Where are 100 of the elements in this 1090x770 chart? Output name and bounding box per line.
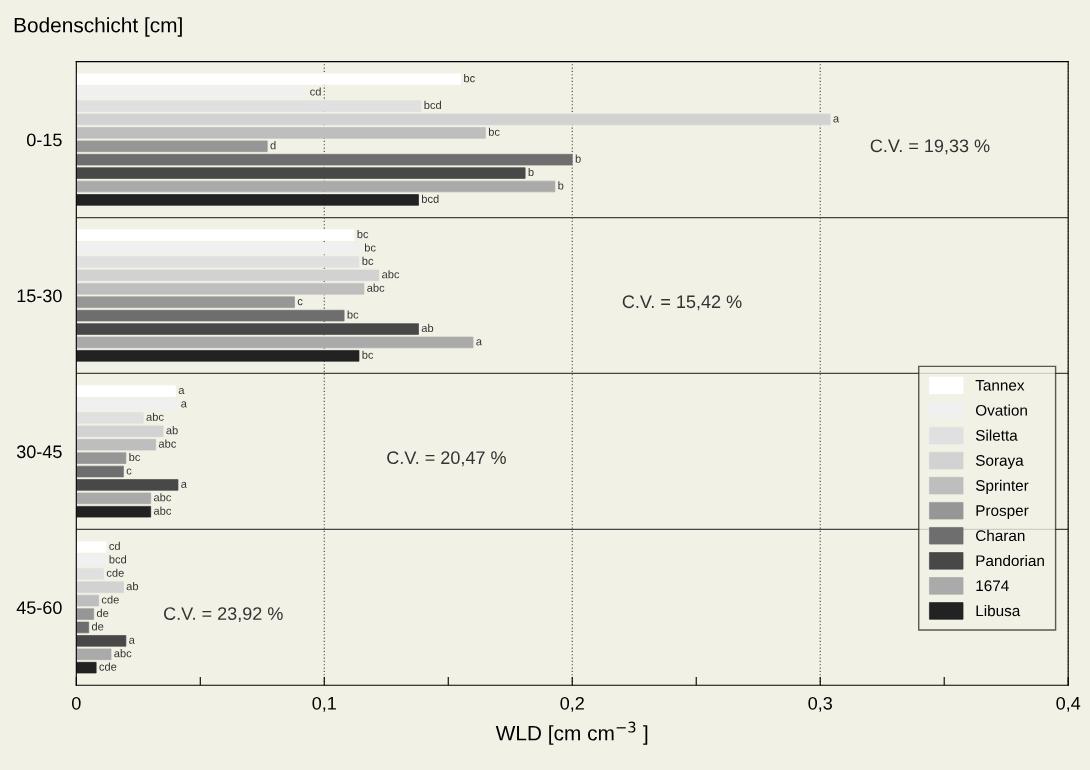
- bar: [76, 648, 112, 660]
- legend-label: Soraya: [975, 455, 1024, 469]
- data-label: bcd: [424, 100, 441, 110]
- y-tick-label: 15-30: [17, 289, 62, 303]
- x-tick-label: 0,2: [560, 696, 584, 712]
- bar: [76, 554, 107, 567]
- bar: [76, 479, 179, 491]
- x-tick-label: 0: [71, 696, 81, 710]
- bar: [76, 492, 152, 505]
- bar: [76, 283, 365, 295]
- x-axis-title: WLD [cm cm$^{−3}$ ]: [495, 721, 648, 745]
- data-label: bcd: [109, 555, 127, 564]
- data-label: de: [96, 608, 109, 618]
- data-label: bc: [357, 229, 369, 239]
- y-axis-title: Bodenschicht [cm]: [14, 17, 182, 37]
- annotation: C.V. = 19,33 %: [870, 139, 990, 155]
- bar: [76, 412, 144, 424]
- legend-label: Charan: [976, 529, 1025, 542]
- data-label: abc: [382, 270, 400, 279]
- data-label: de: [91, 622, 104, 631]
- data-label: d: [270, 141, 276, 150]
- data-label: bc: [347, 310, 359, 319]
- x-tick-label: 0,4: [1056, 696, 1081, 712]
- data-label: c: [297, 299, 303, 306]
- data-label: cd: [109, 541, 120, 550]
- bar: [76, 86, 308, 99]
- bar: [76, 438, 156, 451]
- data-label: a: [181, 401, 187, 408]
- legend-label: Pandorian: [976, 554, 1044, 567]
- data-label: abc: [114, 649, 132, 658]
- bar: [76, 350, 360, 362]
- data-label: bc: [362, 350, 374, 359]
- bar: [76, 269, 380, 282]
- bar: [76, 385, 176, 397]
- bar: [76, 608, 95, 620]
- bar: [76, 127, 486, 139]
- data-label: cde: [101, 595, 119, 604]
- data-label: a: [833, 116, 840, 123]
- data-label: b: [558, 181, 564, 190]
- bar: [76, 621, 90, 634]
- legend-label: Siletta: [975, 429, 1018, 441]
- data-label: bc: [362, 256, 374, 265]
- x-tick-label: 0,3: [808, 696, 832, 712]
- legend-label: 1674: [976, 580, 1009, 592]
- data-label: bc: [464, 74, 475, 83]
- bar: [76, 452, 127, 464]
- data-label: b: [528, 167, 534, 177]
- data-label: abc: [153, 493, 172, 502]
- annotation: C.V. = 20,47 %: [387, 451, 506, 467]
- bar: [76, 256, 360, 268]
- bar: [76, 465, 124, 478]
- bar: [76, 635, 127, 647]
- legend-label: Sprinter: [975, 479, 1029, 494]
- legend-label: Ovation: [975, 404, 1027, 416]
- bar: [76, 229, 355, 241]
- data-label: cd: [310, 87, 321, 96]
- y-tick-label: 30-45: [16, 445, 62, 459]
- data-label: bc: [129, 452, 141, 462]
- data-label: abc: [158, 439, 177, 448]
- data-label: abc: [146, 412, 164, 421]
- data-label: abc: [153, 506, 172, 515]
- data-label: a: [129, 637, 135, 644]
- data-label: cde: [106, 568, 124, 577]
- legend-label: Prosper: [976, 505, 1029, 520]
- data-label: bc: [364, 243, 376, 252]
- bar: [76, 194, 419, 206]
- bar: [76, 100, 422, 112]
- bar: [76, 541, 107, 553]
- annotation: C.V. = 23,92 %: [164, 607, 283, 623]
- data-label: bcd: [422, 194, 439, 203]
- bar: [76, 594, 99, 607]
- data-label: a: [476, 339, 483, 346]
- bar: [76, 73, 462, 85]
- data-label: bc: [488, 127, 500, 136]
- data-label: ab: [166, 426, 178, 435]
- bar: [76, 296, 295, 308]
- data-label: cde: [99, 662, 117, 671]
- data-label: a: [181, 481, 187, 488]
- legend-label: Libusa: [976, 604, 1021, 617]
- bar: [76, 309, 345, 322]
- bar: [76, 153, 573, 166]
- bar: [76, 336, 474, 349]
- bar: [76, 140, 268, 152]
- y-tick-label: 45-60: [16, 601, 62, 615]
- bar: [76, 425, 164, 438]
- bar: [76, 398, 179, 411]
- bar: [76, 661, 97, 674]
- bar: [76, 581, 124, 593]
- data-label: c: [126, 468, 132, 475]
- annotation: C.V. = 15,42 %: [622, 295, 742, 311]
- y-tick-label: 0-15: [26, 133, 62, 147]
- bar: [76, 113, 831, 126]
- data-label: b: [575, 154, 581, 163]
- bar: [76, 180, 556, 193]
- bar: [76, 242, 362, 255]
- bar: [76, 506, 152, 518]
- x-tick-label: 0,1: [312, 696, 336, 712]
- data-label: ab: [126, 582, 139, 591]
- legend-label: Tannex: [975, 380, 1025, 391]
- data-label: a: [178, 387, 185, 395]
